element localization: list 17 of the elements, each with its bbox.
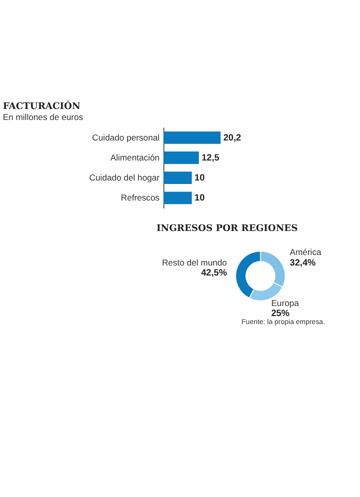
data-label: 25% xyxy=(271,308,290,318)
data-label: 12,5 xyxy=(202,152,220,162)
data-label: 20,2 xyxy=(223,132,242,142)
data-label: 32,4% xyxy=(290,257,316,268)
y-tick-label: Refrescos xyxy=(120,192,160,203)
slice-label: Europa xyxy=(271,298,300,308)
data-label: 10 xyxy=(194,172,205,183)
y-tick-label: Cuidado personal xyxy=(92,132,160,142)
slice-label: América xyxy=(290,247,322,258)
text: En millones de euros xyxy=(2,112,84,122)
data-label: 10 xyxy=(194,192,205,203)
y-tick-label: Alimentación xyxy=(110,152,160,162)
chart-title: INGRESOS POR REGIONES xyxy=(156,222,298,234)
slice-label: Resto del mundo xyxy=(162,257,228,268)
text: FACTURACIÓN xyxy=(2,100,80,112)
data-label: 42,5% xyxy=(201,268,227,278)
y-tick-label: Cuidado del hogar xyxy=(89,172,160,183)
